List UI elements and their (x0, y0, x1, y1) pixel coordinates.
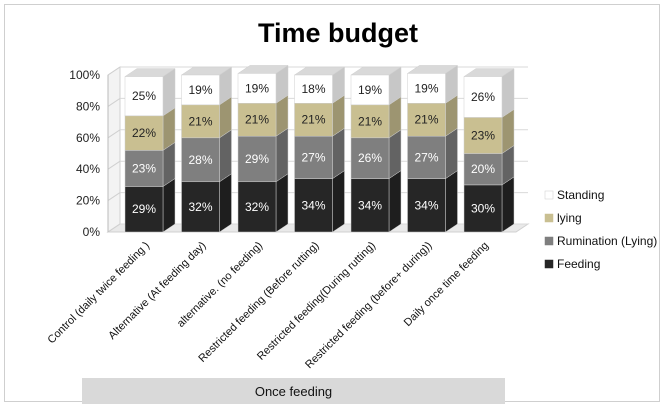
bar-segment (350, 137, 390, 179)
bar-segment (463, 76, 503, 118)
x-tick-label: Alternative (At feeding day) (106, 240, 208, 342)
y-tick-label: 80% (76, 99, 100, 113)
bar-segment (350, 74, 390, 106)
gridline-side (107, 223, 121, 233)
group-label: Once feeding (82, 378, 505, 404)
chart-title: Time budget (258, 18, 418, 48)
data-label: 23% (471, 128, 495, 142)
legend-swatch (544, 213, 554, 223)
bar-side (388, 129, 402, 180)
data-label: 25% (132, 89, 156, 103)
gridline-side (107, 66, 121, 76)
data-label: 21% (245, 113, 269, 127)
bar-segment (294, 178, 333, 233)
x-tick-label: Restricted feeding (before+ during)) (303, 240, 434, 371)
data-label: 32% (188, 200, 212, 214)
data-label: 32% (245, 200, 269, 214)
data-label: 26% (471, 90, 495, 104)
legend-swatch (544, 190, 554, 200)
bar-segment (407, 135, 446, 179)
x-tick-label: Restricted feeding (Before rutting) (196, 240, 321, 365)
bar-side (445, 170, 458, 233)
bar-segment (407, 178, 446, 233)
bar-segment (463, 117, 503, 154)
data-label: 27% (301, 150, 325, 164)
bar-side (332, 127, 345, 180)
bar-segment (237, 103, 277, 137)
bar-side (501, 68, 515, 118)
bar-side (275, 127, 289, 183)
data-label: 19% (414, 81, 438, 95)
bar-segment (181, 104, 220, 139)
group-label-text: Once feeding (254, 383, 333, 399)
data-label: 27% (414, 150, 438, 164)
legend-label: lying (557, 211, 582, 225)
data-label: 21% (301, 113, 325, 127)
legend-label: Standing (557, 188, 604, 202)
data-label: 28% (188, 153, 212, 167)
bar-side (219, 129, 232, 183)
bar-side (445, 127, 458, 180)
bar-side (388, 170, 402, 233)
data-label: 29% (245, 152, 269, 166)
legend-swatch (544, 259, 554, 269)
bar-segment (350, 178, 390, 233)
y-tick-label: 0% (83, 225, 101, 239)
data-label: 19% (245, 81, 269, 95)
data-label: 26% (358, 151, 382, 165)
x-tick-label: Control (daily twice feeding ) (45, 240, 152, 347)
bar-segment (294, 103, 333, 137)
y-tick-label: 60% (76, 131, 100, 145)
bar-segment (237, 135, 277, 183)
data-label: 20% (471, 162, 495, 176)
bar-segment (181, 181, 220, 233)
bar-segment (407, 103, 446, 137)
bar-segment (237, 181, 277, 233)
gridline-side (107, 192, 121, 202)
y-tick-label: 20% (76, 194, 100, 208)
bar-segment (237, 73, 277, 104)
data-label: 30% (471, 201, 495, 215)
bar-side (332, 170, 345, 233)
data-label: 18% (301, 82, 325, 96)
bar-segment (181, 74, 220, 106)
bar-segment (294, 74, 333, 104)
y-tick-label: 100% (69, 68, 100, 82)
gridline-side (107, 97, 121, 107)
bar-segment (294, 135, 333, 179)
bar-segment (407, 73, 446, 104)
y-tick-label: 40% (76, 162, 100, 176)
data-label: 22% (132, 126, 156, 140)
legend: Standing lying Rumination (Lying) Feeding (544, 188, 657, 271)
bar-side (501, 176, 515, 233)
bar-side (162, 178, 176, 233)
bar-segment (124, 76, 164, 117)
data-label: 34% (301, 198, 325, 212)
bar-segment (124, 150, 164, 187)
data-label: 34% (414, 198, 438, 212)
gridline-side (107, 160, 121, 170)
data-label: 21% (358, 114, 382, 128)
data-label: 19% (358, 83, 382, 97)
bar-segment (124, 186, 164, 233)
bar-side (219, 173, 232, 233)
bar-segment (463, 153, 503, 186)
data-label: 21% (414, 113, 438, 127)
gridline-side (107, 129, 121, 139)
data-label: 29% (132, 202, 156, 216)
plot-area: 0% 20% 40% 60% 80% 100% 29% 23% 22% 25% Control (d… (45, 64, 530, 371)
data-label: 34% (358, 198, 382, 212)
legend-label: Rumination (Lying) (557, 234, 657, 248)
data-label: 19% (188, 83, 212, 97)
legend-swatch (544, 236, 554, 246)
side-wall (107, 66, 121, 233)
data-label: 23% (132, 161, 156, 175)
legend-label: Feeding (557, 257, 600, 271)
data-label: 21% (188, 114, 212, 128)
bar-side (275, 173, 289, 233)
bar-segment (463, 184, 503, 233)
x-tick-label: Restricted feeding(During rutting) (255, 240, 378, 363)
